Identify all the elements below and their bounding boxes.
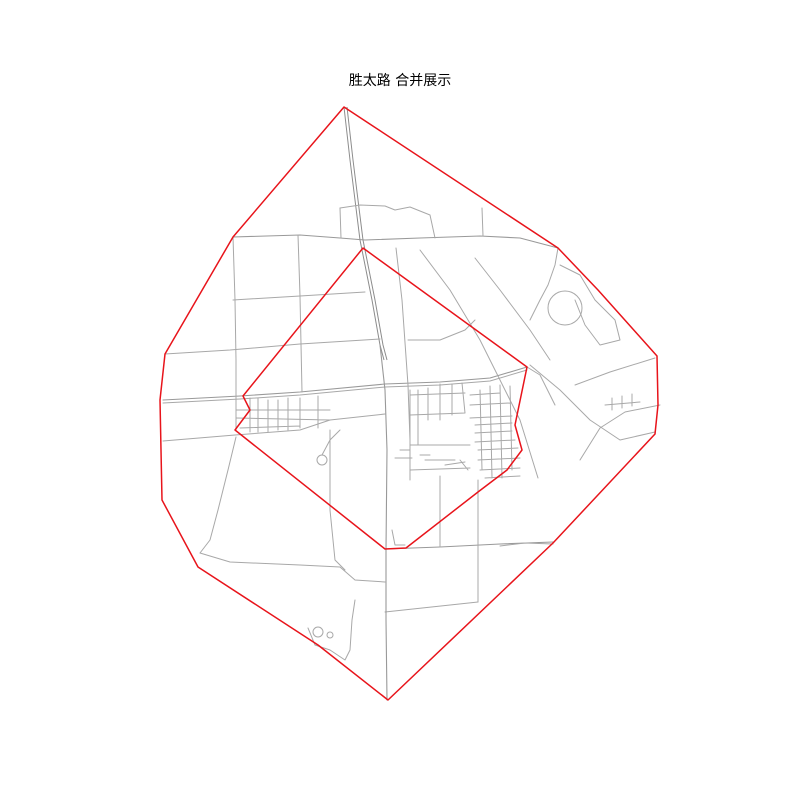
road-south-ponds xyxy=(307,599,356,661)
road-curve-east xyxy=(526,366,556,406)
road-vertical-west-1 xyxy=(232,236,237,431)
pond-south xyxy=(312,626,324,638)
road-grid-east xyxy=(469,384,521,479)
road-east-curve-long xyxy=(529,364,656,441)
road-central-arterial xyxy=(162,366,528,401)
road-north-loop xyxy=(339,204,436,239)
road-ne-small xyxy=(604,393,641,411)
road-south-inner xyxy=(391,529,406,546)
road-east-connector xyxy=(574,357,656,386)
road-grid-center xyxy=(409,382,466,446)
road-vertical-sw xyxy=(199,436,237,554)
road-north-loop-2 xyxy=(339,207,342,239)
boundary-outer xyxy=(159,106,659,701)
road-network xyxy=(162,106,661,701)
boundary-inner xyxy=(234,247,528,550)
pond-west xyxy=(316,454,328,466)
road-pond-west xyxy=(321,429,341,456)
road-lower-west xyxy=(162,413,386,442)
road-grid-south-center xyxy=(394,444,471,471)
road-diagonal-ne-2 xyxy=(474,257,551,361)
railway-line-parallel xyxy=(346,106,388,361)
road-west-horizontal xyxy=(164,338,381,355)
road-north-arterial xyxy=(232,234,559,249)
road-upper-west xyxy=(232,291,366,301)
pond-south-2 xyxy=(326,631,334,639)
map-title: 胜太路 合并展示 xyxy=(348,73,452,89)
road-ne-inner xyxy=(559,264,621,346)
road-northeast-block xyxy=(529,247,559,321)
road-grid-west xyxy=(235,395,331,433)
roundabout xyxy=(547,290,583,326)
road-diagonal-ne xyxy=(419,249,539,479)
road-central-arterial-2 xyxy=(162,369,528,404)
road-south-lower xyxy=(384,601,479,613)
road-central-vertical xyxy=(379,344,388,701)
road-east-arc xyxy=(579,404,661,461)
road-vertical-east-1 xyxy=(395,247,411,481)
road-vertical-west-2 xyxy=(297,234,303,393)
road-southwest xyxy=(199,552,386,583)
railway-line xyxy=(343,106,385,361)
road-vertical-482 xyxy=(481,207,484,237)
road-vertical-mid-south xyxy=(329,429,346,571)
road-curve-center xyxy=(407,319,476,341)
road-south-double xyxy=(499,542,554,547)
